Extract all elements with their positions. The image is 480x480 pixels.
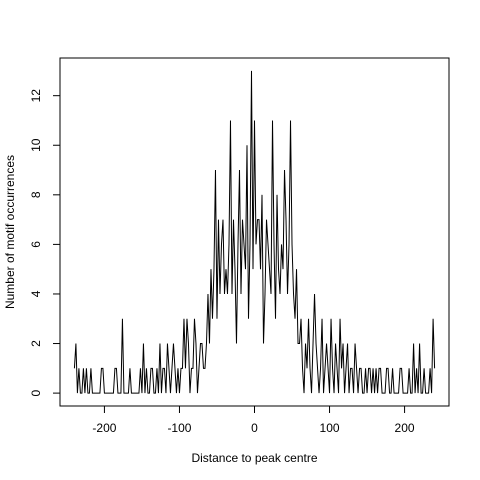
- x-axis-label: Distance to peak centre: [191, 451, 317, 465]
- plot-box: [59, 57, 450, 407]
- y-tick-label: 4: [29, 290, 43, 297]
- x-tick-label: 200: [395, 421, 415, 435]
- y-tick-label: 8: [29, 191, 43, 198]
- y-axis-label: Number of motif occurrences: [3, 155, 17, 309]
- x-tick-label: -200: [92, 421, 116, 435]
- y-tick-label: 0: [29, 389, 43, 396]
- data-line: [73, 70, 436, 394]
- y-tick-label: 6: [29, 241, 43, 248]
- x-tick-label: -100: [167, 421, 191, 435]
- y-tick-label: 2: [29, 340, 43, 347]
- y-tick-label: 12: [29, 89, 43, 103]
- x-tick-label: 100: [320, 421, 340, 435]
- x-tick-label: 0: [251, 421, 258, 435]
- y-tick-label: 10: [29, 138, 43, 152]
